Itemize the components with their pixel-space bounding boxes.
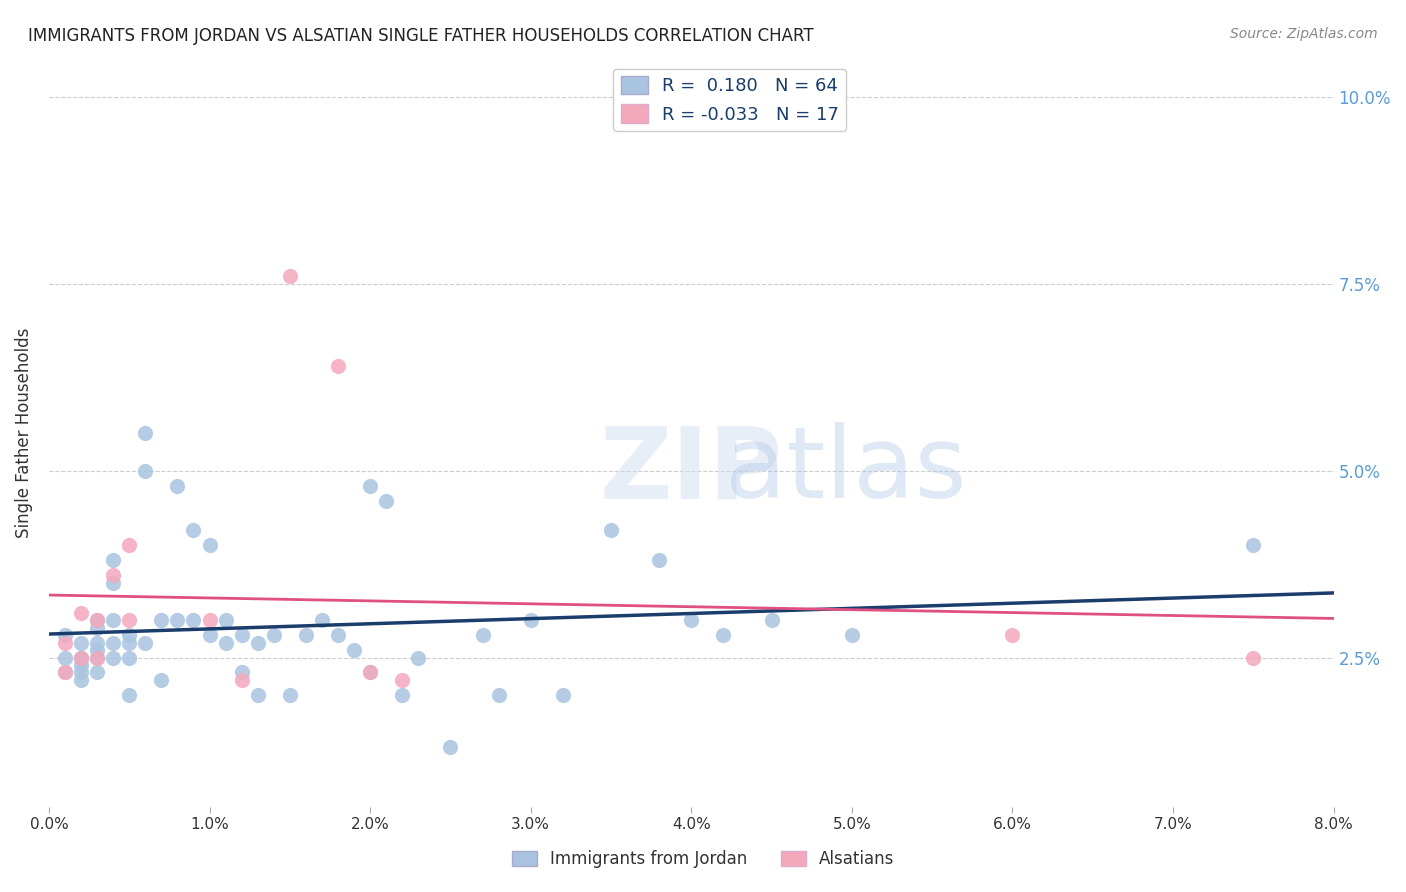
Point — [86, 650, 108, 665]
Point — [391, 688, 413, 702]
Point — [118, 613, 141, 627]
Point — [134, 464, 156, 478]
Point — [86, 621, 108, 635]
Point — [278, 269, 301, 284]
Point — [391, 673, 413, 687]
Point — [326, 359, 349, 373]
Point — [70, 650, 93, 665]
Point — [231, 665, 253, 680]
Point — [471, 628, 494, 642]
Point — [103, 650, 125, 665]
Point — [439, 740, 461, 755]
Point — [103, 613, 125, 627]
Point — [103, 575, 125, 590]
Point — [295, 628, 318, 642]
Point — [86, 643, 108, 657]
Point — [166, 478, 188, 492]
Point — [246, 688, 269, 702]
Text: atlas: atlas — [724, 422, 966, 519]
Text: IMMIGRANTS FROM JORDAN VS ALSATIAN SINGLE FATHER HOUSEHOLDS CORRELATION CHART: IMMIGRANTS FROM JORDAN VS ALSATIAN SINGL… — [28, 27, 814, 45]
Point — [1001, 628, 1024, 642]
Point — [214, 613, 236, 627]
Point — [648, 553, 671, 567]
Point — [134, 426, 156, 441]
Y-axis label: Single Father Households: Single Father Households — [15, 328, 32, 539]
Point — [53, 650, 76, 665]
Text: ZIP: ZIP — [600, 422, 783, 519]
Point — [488, 688, 510, 702]
Text: Source: ZipAtlas.com: Source: ZipAtlas.com — [1230, 27, 1378, 41]
Point — [375, 493, 398, 508]
Point — [198, 538, 221, 552]
Point — [1241, 538, 1264, 552]
Point — [359, 665, 381, 680]
Point — [86, 613, 108, 627]
Point — [198, 628, 221, 642]
Point — [118, 688, 141, 702]
Point — [183, 613, 205, 627]
Point — [278, 688, 301, 702]
Point — [246, 635, 269, 649]
Point — [231, 628, 253, 642]
Point — [86, 635, 108, 649]
Point — [103, 635, 125, 649]
Point — [359, 478, 381, 492]
Point — [150, 673, 173, 687]
Point — [713, 628, 735, 642]
Point — [70, 650, 93, 665]
Point — [761, 613, 783, 627]
Point — [86, 613, 108, 627]
Point — [70, 635, 93, 649]
Point — [118, 628, 141, 642]
Point — [183, 524, 205, 538]
Point — [198, 613, 221, 627]
Point — [600, 524, 623, 538]
Point — [214, 635, 236, 649]
Point — [263, 628, 285, 642]
Point — [53, 665, 76, 680]
Point — [150, 613, 173, 627]
Point — [70, 650, 93, 665]
Legend: R =  0.180   N = 64, R = -0.033   N = 17: R = 0.180 N = 64, R = -0.033 N = 17 — [613, 69, 846, 131]
Point — [841, 628, 863, 642]
Point — [70, 657, 93, 672]
Point — [343, 643, 366, 657]
Point — [311, 613, 333, 627]
Point — [118, 538, 141, 552]
Point — [681, 613, 703, 627]
Point — [53, 628, 76, 642]
Point — [359, 665, 381, 680]
Point — [1241, 650, 1264, 665]
Point — [408, 650, 430, 665]
Point — [118, 650, 141, 665]
Point — [118, 635, 141, 649]
Point — [86, 665, 108, 680]
Point — [551, 688, 574, 702]
Point — [134, 635, 156, 649]
Point — [70, 606, 93, 620]
Point — [86, 650, 108, 665]
Point — [53, 665, 76, 680]
Point — [166, 613, 188, 627]
Point — [326, 628, 349, 642]
Point — [53, 635, 76, 649]
Point — [103, 553, 125, 567]
Legend: Immigrants from Jordan, Alsatians: Immigrants from Jordan, Alsatians — [505, 844, 901, 875]
Point — [519, 613, 541, 627]
Point — [70, 673, 93, 687]
Point — [70, 665, 93, 680]
Point — [103, 568, 125, 582]
Point — [231, 673, 253, 687]
